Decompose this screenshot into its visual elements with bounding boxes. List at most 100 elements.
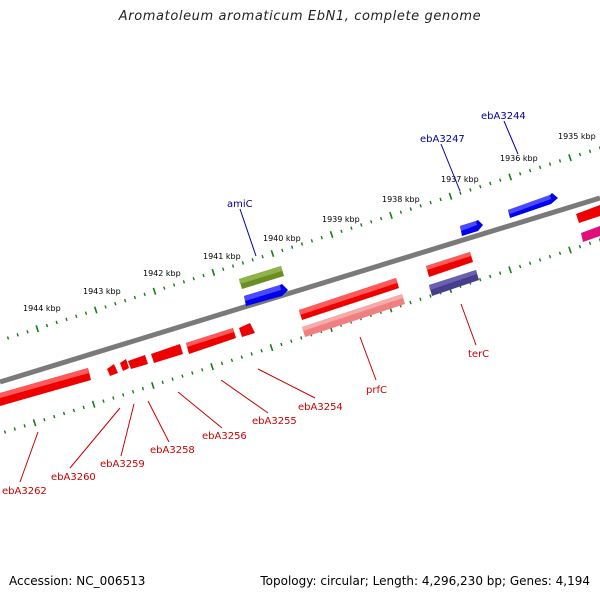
tick-mark: [3, 430, 7, 434]
tick-mark: [35, 325, 40, 333]
tick-mark: [16, 333, 19, 337]
tick-mark: [102, 399, 105, 403]
tick-mark: [261, 254, 264, 259]
tick-mark: [508, 173, 513, 181]
tick-mark: [528, 168, 532, 173]
tick-mark: [241, 261, 245, 265]
tick-mark: [370, 220, 373, 224]
gene-label-ebA3255[interactable]: ebA3255: [252, 416, 297, 427]
kbp-label-1940: 1940 kbp: [263, 234, 301, 243]
gene-label-ebA3258[interactable]: ebA3258: [150, 445, 195, 456]
tick-mark: [202, 273, 205, 278]
tick-mark: [104, 305, 107, 309]
tick-mark: [578, 244, 582, 249]
tick-mark: [281, 248, 284, 253]
tick-mark: [459, 191, 462, 195]
gene-red-right[interactable]: [576, 205, 600, 223]
tick-mark: [479, 184, 482, 189]
gene-label-ebA3244[interactable]: ebA3244: [481, 111, 526, 122]
gene-label-ebA3254[interactable]: ebA3254: [298, 402, 343, 413]
tick-mark: [181, 374, 184, 378]
tick-mark: [469, 188, 472, 192]
tick-mark: [114, 301, 117, 306]
gene-magenta-right[interactable]: [581, 226, 600, 242]
gene-label-prfC[interactable]: prfC: [366, 385, 387, 396]
gene-label-ebA3262[interactable]: ebA3262: [2, 486, 47, 497]
gene-ebA3258[interactable]: [151, 344, 183, 363]
tick-mark: [499, 178, 502, 182]
tick-mark: [568, 246, 572, 254]
gene-terC-purple[interactable]: [429, 270, 479, 296]
gene-label-ebA3259[interactable]: ebA3259: [100, 459, 145, 470]
tick-mark: [23, 424, 26, 428]
tick-mark: [518, 264, 522, 269]
tick-mark: [588, 149, 592, 154]
tick-mark: [270, 249, 275, 258]
tick-mark: [230, 358, 234, 363]
gene-forward-blue[interactable]: [244, 284, 288, 306]
leader-lines: [19, 120, 519, 483]
tick-mark: [538, 165, 542, 170]
tick-mark: [489, 181, 492, 186]
tick-mark: [310, 239, 314, 243]
tick-mark: [269, 343, 274, 352]
tick-mark: [122, 393, 125, 397]
tick-mark: [222, 267, 225, 272]
tick-mark: [300, 336, 303, 340]
tick-mark: [93, 306, 98, 314]
tick-mark: [152, 287, 157, 295]
gene-ebA3247[interactable]: [460, 220, 483, 236]
tick-mark: [131, 389, 135, 394]
kbp-label-1942: 1942 kbp: [143, 269, 181, 278]
tick-mark: [399, 210, 403, 214]
gene-label-ebA3247[interactable]: ebA3247: [420, 134, 465, 145]
gene-ebA3244[interactable]: [508, 193, 558, 218]
tick-mark: [389, 211, 393, 219]
tick-mark: [182, 280, 186, 284]
tick-mark: [329, 230, 334, 239]
tick-mark: [62, 411, 66, 416]
kbp-label-1944: 1944 kbp: [23, 304, 61, 313]
gene-prfC[interactable]: [302, 294, 405, 337]
gene-ebA3260b[interactable]: [107, 364, 118, 376]
tick-mark: [250, 352, 253, 356]
kbp-label-1936: 1936 kbp: [500, 154, 538, 163]
tick-mark: [171, 377, 174, 381]
genome-summary-text: Topology: circular; Length: 4,296,230 bp…: [260, 574, 590, 588]
tick-mark: [6, 336, 10, 340]
tick-mark: [172, 283, 176, 287]
gene-amiC[interactable]: [239, 266, 284, 289]
kbp-label-1937: 1937 kbp: [441, 175, 479, 184]
tick-mark: [419, 297, 422, 302]
gene-terC[interactable]: [426, 252, 473, 277]
tick-mark: [548, 254, 552, 259]
tick-mark: [201, 368, 204, 372]
tick-mark: [65, 317, 68, 322]
gene-label-terC[interactable]: terC: [468, 349, 489, 360]
tick-mark: [519, 172, 522, 176]
gene-label-amiC[interactable]: amiC: [227, 199, 253, 210]
kbp-label-1941: 1941 kbp: [203, 252, 241, 261]
tick-mark: [260, 348, 263, 353]
tick-mark: [409, 207, 412, 211]
tick-mark: [588, 241, 592, 246]
gene-ebA3255[interactable]: [239, 323, 255, 337]
tick-mark: [578, 152, 582, 157]
gene-label-ebA3256[interactable]: ebA3256: [202, 431, 247, 442]
gene-ebA3254-long[interactable]: [299, 278, 399, 320]
map-title: Aromatoleum aromaticum EbN1, complete ge…: [118, 9, 482, 24]
gene-ebA3262[interactable]: [0, 368, 91, 406]
tick-mark: [45, 323, 49, 328]
gene-label-ebA3260[interactable]: ebA3260: [51, 472, 96, 483]
tick-mark: [508, 266, 512, 274]
tick-mark: [141, 386, 145, 391]
gene-ebA3260[interactable]: [120, 359, 129, 371]
gene-ebA3256[interactable]: [186, 328, 236, 354]
tick-mark: [568, 154, 572, 162]
tick-mark: [123, 298, 127, 303]
tick-mark: [231, 264, 235, 268]
tick-mark: [191, 371, 194, 375]
gene-ebA3259[interactable]: [128, 355, 148, 369]
tick-mark: [558, 159, 562, 163]
tick-mark: [439, 197, 442, 202]
